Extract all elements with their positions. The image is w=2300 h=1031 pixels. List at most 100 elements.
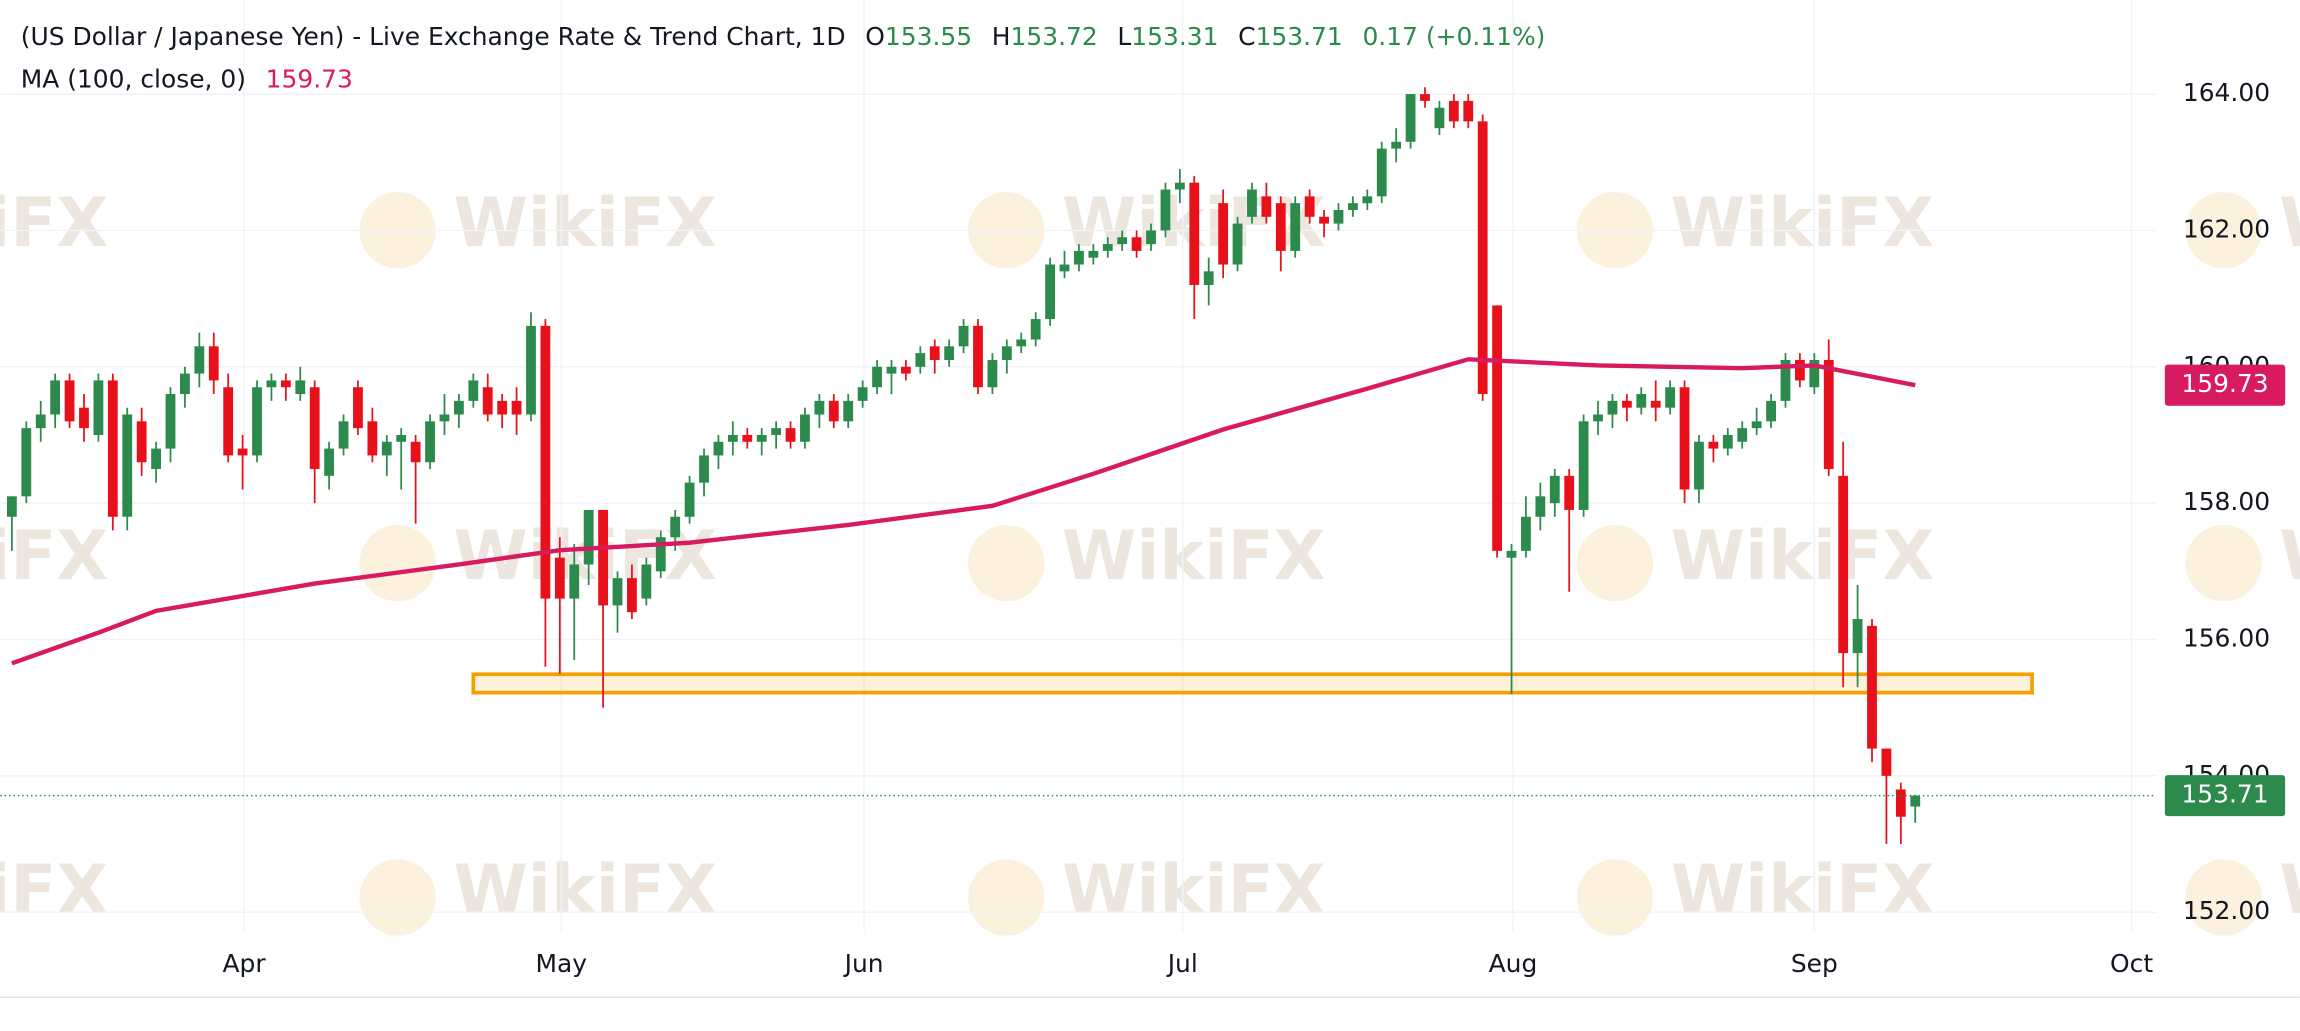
candle-body xyxy=(338,421,349,449)
watermark: WikiFX xyxy=(2279,516,2300,595)
candle-body xyxy=(987,359,998,388)
candle-body xyxy=(122,414,133,517)
watermark: WikiFX xyxy=(453,183,717,262)
candle-body xyxy=(1016,339,1027,347)
candle-body xyxy=(180,373,190,395)
x-tick-label: Aug xyxy=(1489,949,1538,978)
y-tick-label: 164.00 xyxy=(2183,78,2270,107)
candle-body xyxy=(1780,359,1791,401)
candle-body xyxy=(929,346,940,360)
watermark-logo xyxy=(1576,859,1654,936)
candle-body xyxy=(1910,795,1921,807)
candle-body xyxy=(1809,359,1820,388)
legend-header: (US Dollar / Japanese Yen) - Live Exchan… xyxy=(21,22,1546,51)
candle-body xyxy=(641,564,652,599)
candle-body xyxy=(1391,141,1402,149)
candle-body xyxy=(1247,189,1257,217)
moving-average xyxy=(11,357,1916,666)
x-tick-label: May xyxy=(536,949,588,978)
candle-body xyxy=(554,557,565,599)
ma-name: MA (100, close, 0) xyxy=(21,65,246,94)
candle-body xyxy=(1376,148,1387,197)
candle-body xyxy=(1607,400,1618,415)
change-value: 0.17 (+0.11%) xyxy=(1362,22,1545,51)
candle-body xyxy=(1867,625,1877,749)
candle-body xyxy=(785,428,796,442)
candle-body xyxy=(800,414,810,442)
candle-body xyxy=(944,346,955,360)
candle-body xyxy=(1578,421,1589,510)
candle-body xyxy=(655,537,666,572)
candle-body xyxy=(612,578,623,606)
candle-body xyxy=(1795,359,1805,381)
candle-body xyxy=(453,400,464,415)
watermark: WikiFX xyxy=(1671,850,1935,929)
candle-body xyxy=(410,441,421,463)
candle-body xyxy=(915,353,926,367)
watermark: WikiFX xyxy=(1671,183,1935,262)
candle-body xyxy=(973,325,983,388)
open-label: O xyxy=(865,22,885,51)
candle-body xyxy=(50,380,61,415)
plot xyxy=(0,87,2157,845)
candle-body xyxy=(252,387,262,456)
watermark-logo xyxy=(968,859,1045,936)
x-tick-label: Apr xyxy=(222,949,266,978)
watermark-logo xyxy=(968,525,1045,602)
candle-body xyxy=(1146,230,1156,245)
candle-body xyxy=(1665,387,1676,408)
candle-body xyxy=(886,366,897,374)
candle-body xyxy=(1535,496,1546,517)
watermark: WikiFX xyxy=(0,850,108,929)
candle-body xyxy=(136,421,147,463)
ma-price-label: 159.73 xyxy=(2181,369,2268,398)
candle-body xyxy=(1636,394,1647,408)
y-tick-label: 152.00 xyxy=(2183,896,2270,925)
watermark-logo xyxy=(1576,525,1654,602)
candle-body xyxy=(1549,475,1560,504)
candle-body xyxy=(1059,264,1070,272)
candle-body xyxy=(439,414,450,422)
candle-body xyxy=(713,441,724,456)
candle-body xyxy=(1261,196,1272,217)
candle-body xyxy=(396,434,407,442)
candle-body xyxy=(1304,196,1315,217)
candle-body xyxy=(684,482,695,517)
candle-body xyxy=(627,578,637,613)
candle-body xyxy=(353,387,363,429)
candle-body xyxy=(151,448,161,470)
candle-body xyxy=(1679,387,1690,490)
candle-body xyxy=(381,441,392,456)
high-label: H xyxy=(992,22,1011,51)
candle-body xyxy=(843,400,854,422)
candle-body xyxy=(208,346,219,381)
candle-body xyxy=(324,448,335,476)
candle-body xyxy=(1621,400,1632,408)
close-value: 153.71 xyxy=(1256,22,1343,51)
watermark: WikiFX xyxy=(453,850,717,929)
candle-body xyxy=(1477,121,1488,395)
watermarks: WikiFX WikiFX WikiFX WikiFX WikiFX WikiFX Wiki… xyxy=(0,183,2300,936)
candle-body xyxy=(1333,209,1344,224)
candle-body xyxy=(1722,434,1733,449)
candle-body xyxy=(1232,223,1243,265)
candle-body xyxy=(1895,789,1906,817)
candle-body xyxy=(1593,414,1603,422)
candle-body xyxy=(64,380,75,422)
candle-body xyxy=(1650,400,1661,408)
candle-body xyxy=(1088,250,1099,258)
candle-body xyxy=(670,516,681,538)
y-tick-label: 162.00 xyxy=(2183,214,2270,243)
candle-body xyxy=(569,564,580,599)
candle-body xyxy=(1131,237,1142,251)
candle-body xyxy=(1362,196,1373,204)
candle-body xyxy=(814,400,825,415)
candle-body xyxy=(237,448,248,456)
candle-body xyxy=(742,434,753,442)
candle-body xyxy=(828,400,839,422)
candle-body xyxy=(1694,441,1704,490)
candle-body xyxy=(1708,441,1719,449)
candle-body xyxy=(1290,203,1301,251)
candle-body xyxy=(1564,475,1575,510)
